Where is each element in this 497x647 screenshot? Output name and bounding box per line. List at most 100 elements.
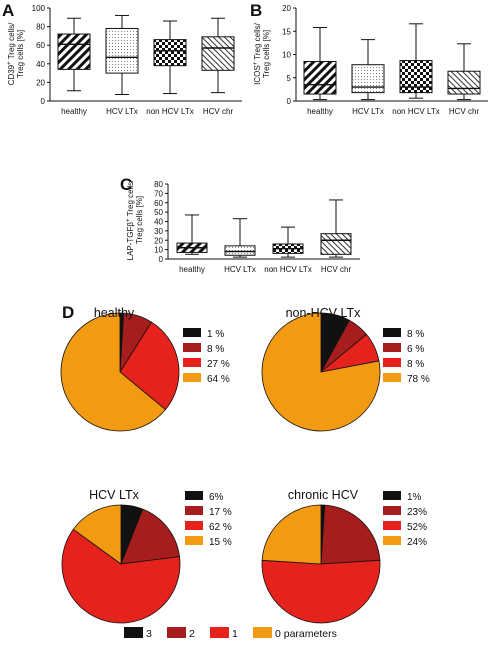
panel-c-y-tick-label: 20 bbox=[154, 236, 163, 245]
panel-d-letter: D bbox=[62, 303, 74, 322]
pie-legend-swatch bbox=[183, 358, 201, 367]
pie-legend-label: 1% bbox=[407, 492, 422, 503]
panel-a-y-tick-label: 80 bbox=[36, 23, 45, 32]
panel-c-box-2 bbox=[224, 218, 256, 258]
box-body bbox=[201, 36, 235, 71]
panel-a-category-label: healthy bbox=[61, 107, 87, 116]
pie-slice bbox=[261, 312, 381, 432]
pie-legend-label: 8 % bbox=[407, 329, 424, 340]
panel-b-letter: B bbox=[250, 1, 262, 20]
pie-1 bbox=[60, 312, 180, 432]
pie-legend-swatch bbox=[185, 536, 203, 545]
pie-legend-swatch bbox=[383, 521, 401, 530]
pie-slice bbox=[61, 528, 181, 624]
pie-slice bbox=[72, 504, 122, 565]
panel-b-ylabel-seg: Treg cells/ bbox=[253, 22, 262, 61]
panel-c-category-label: healthy bbox=[179, 265, 205, 274]
pie-legend-swatch bbox=[185, 491, 203, 500]
pie-legend-label: 17 % bbox=[209, 507, 232, 518]
panel-c-ylabel-line: LAP-TGFβ+ Treg cells/ bbox=[126, 179, 135, 261]
panel-a-ylabel-seg: Treg cells/ bbox=[7, 22, 16, 61]
pie-legend-swatch bbox=[383, 536, 401, 545]
pie-legend-swatch bbox=[383, 343, 401, 352]
legend-label: 0 parameters bbox=[275, 628, 337, 640]
panel-c-ylabel-seg: LAP-TGFβ bbox=[126, 222, 135, 261]
panel-a-ylabel-line: CD39+ Treg cells/ bbox=[7, 22, 16, 85]
pie-title: non-HCV LTx bbox=[286, 306, 362, 320]
legend-label: 2 bbox=[189, 628, 195, 640]
panel-b-box-2 bbox=[351, 39, 385, 101]
panel-a-category-label: HCV LTx bbox=[106, 107, 138, 116]
panel-c-category-label: HCV LTx bbox=[224, 265, 256, 274]
panel-c-box-1 bbox=[176, 214, 208, 255]
panel-a-box-3 bbox=[153, 20, 187, 95]
pie-legend-label: 23% bbox=[407, 507, 427, 518]
panel-c-y-tick-label: 80 bbox=[154, 180, 163, 189]
pie-slice bbox=[120, 508, 180, 565]
panel-c-letter: C bbox=[120, 175, 132, 194]
panel-c-ylabel-seg: + bbox=[126, 218, 132, 222]
panel-c-box-4 bbox=[320, 199, 352, 258]
box-body bbox=[447, 70, 481, 95]
panel-a-ylabel-seg: CD39 bbox=[7, 64, 16, 85]
pie-legend-label: 52% bbox=[407, 522, 427, 533]
panel-a-box-2 bbox=[105, 14, 139, 95]
pie-legend-label: 15 % bbox=[209, 537, 232, 548]
pie-slice bbox=[261, 559, 381, 624]
panel-a-box-1 bbox=[57, 17, 91, 92]
panel-c-y-tick-label: 50 bbox=[154, 208, 163, 217]
pie-legend-label: 24% bbox=[407, 537, 427, 548]
legend-label: 1 bbox=[232, 628, 238, 640]
panel-a-box-4 bbox=[201, 17, 235, 94]
panel-a-y-tick-label: 60 bbox=[36, 41, 45, 50]
panel-a-ylabel-line: Treg cells [%] bbox=[16, 30, 25, 78]
pie-legend-label: 8 % bbox=[407, 359, 424, 370]
panel-b-y-tick-label: 5 bbox=[287, 74, 292, 83]
legend-label: 3 bbox=[146, 628, 152, 640]
panel-c-category-label: HCV chr bbox=[321, 265, 352, 274]
panel-c-ylabel-line: Treg cells [%] bbox=[135, 196, 144, 244]
panel-b-category-label: HCV LTx bbox=[352, 107, 384, 116]
box-body bbox=[320, 233, 352, 255]
pie-legend-label: 1 % bbox=[207, 329, 224, 340]
pie-legend-swatch bbox=[383, 328, 401, 337]
pie-4 bbox=[261, 504, 381, 624]
box-body bbox=[224, 245, 256, 256]
pie-legend-swatch bbox=[185, 521, 203, 530]
pie-legend-label: 8 % bbox=[207, 344, 224, 355]
box-body bbox=[153, 39, 187, 67]
panel-b-category-label: HCV chr bbox=[449, 107, 480, 116]
legend-swatch bbox=[124, 627, 143, 638]
panel-a-ylabel-seg: Treg cells [%] bbox=[16, 30, 25, 78]
pie-legend-swatch bbox=[383, 373, 401, 382]
box-body bbox=[303, 60, 337, 95]
panel-a-category-label: HCV chr bbox=[203, 107, 234, 116]
box-body bbox=[399, 60, 433, 94]
pie-slice bbox=[119, 321, 180, 411]
panel-a-letter: A bbox=[2, 1, 14, 20]
panel-b-ylabel-line: Treg cells [%] bbox=[262, 30, 271, 78]
panel-b-category-label: healthy bbox=[307, 107, 333, 116]
pie-slice bbox=[261, 504, 322, 565]
legend-swatch bbox=[253, 627, 272, 638]
pie-legend-label: 78 % bbox=[407, 374, 430, 385]
panel-a-category-label: non HCV LTx bbox=[146, 107, 193, 116]
panel-b-ylabel-seg: + bbox=[253, 61, 259, 65]
pie-legend-swatch bbox=[185, 506, 203, 515]
pie-title: HCV LTx bbox=[89, 488, 140, 502]
panel-c-y-tick-label: 0 bbox=[159, 255, 164, 264]
panel-c-y-tick-label: 30 bbox=[154, 227, 163, 236]
panel-b-box-4 bbox=[447, 43, 481, 101]
legend-swatch bbox=[167, 627, 186, 638]
box-body bbox=[57, 33, 91, 70]
panel-c-y-tick-label: 40 bbox=[154, 218, 163, 227]
pie-slice bbox=[60, 312, 167, 432]
panel-b-y-tick-label: 10 bbox=[282, 51, 291, 60]
pie-legend-label: 62 % bbox=[209, 522, 232, 533]
panel-c-category-label: non HCV LTx bbox=[264, 265, 311, 274]
pie-legend-swatch bbox=[183, 328, 201, 337]
pie-legend-swatch bbox=[383, 491, 401, 500]
pie-legend-swatch bbox=[383, 506, 401, 515]
